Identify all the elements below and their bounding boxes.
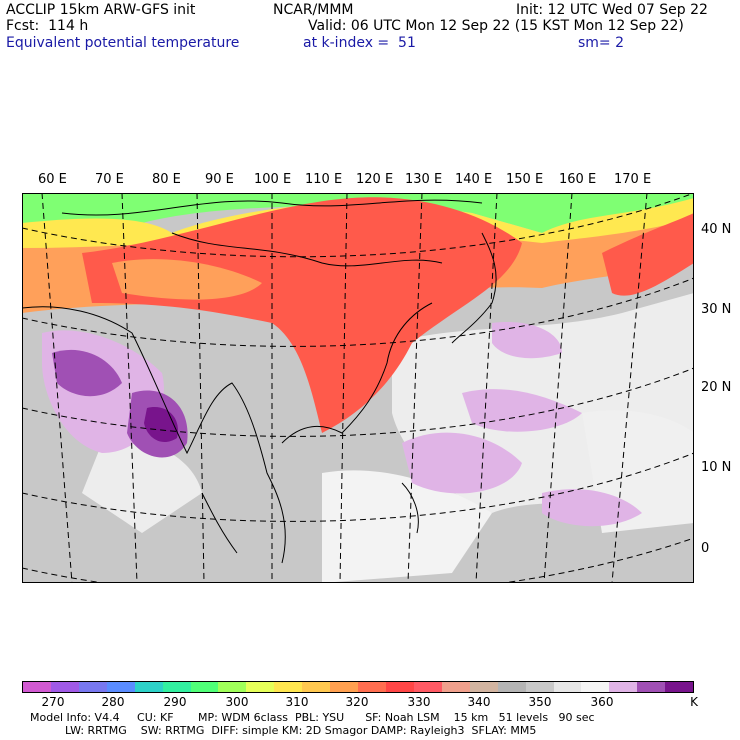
- warm-core: [82, 197, 522, 433]
- colorbar-swatch: [106, 682, 135, 692]
- lat-label: 0: [701, 541, 710, 556]
- colorbar-swatch: [358, 682, 386, 692]
- colorbar-swatch: [330, 682, 359, 692]
- colorbar-tick-label: 360: [590, 695, 614, 709]
- colorbar-swatch: [134, 682, 163, 692]
- lon-label: 110 E: [305, 172, 343, 187]
- green-band: [22, 193, 694, 238]
- colorbar-swatch: [218, 682, 247, 692]
- lon-label: 100 E: [254, 172, 292, 187]
- colorbar-swatch: [497, 682, 526, 692]
- lon-label: 60 E: [38, 172, 67, 187]
- model-title: ACCLIP 15km ARW-GFS init: [6, 2, 196, 18]
- lon-label: 120 E: [356, 172, 394, 187]
- ocean-low-theta: [82, 440, 202, 533]
- lon-label: 170 E: [614, 172, 652, 187]
- colorbar-tick-label: 320: [345, 695, 369, 709]
- lon-label: 90 E: [205, 172, 234, 187]
- lilac-patch: [492, 322, 562, 359]
- lon-label: 70 E: [95, 172, 124, 187]
- colorbar-swatch: [525, 682, 554, 692]
- colorbar-swatch: [665, 682, 694, 692]
- valid-time: Valid: 06 UTC Mon 12 Sep 22 (15 KST Mon …: [308, 18, 684, 34]
- colorbar-swatch: [162, 682, 191, 692]
- colorbar-swatch: [609, 682, 638, 692]
- lilac-patch: [402, 432, 522, 494]
- colorbar-swatch: [581, 682, 610, 692]
- coastlines: [22, 199, 497, 564]
- colorbar-swatch: [190, 682, 219, 692]
- colorbar-tick-label: 290: [163, 695, 187, 709]
- warm-core: [602, 213, 694, 296]
- level-index: at k-index = 51: [303, 35, 416, 51]
- lon-label: 80 E: [152, 172, 181, 187]
- colorbar-swatch: [441, 682, 470, 692]
- lilac-patch: [542, 489, 642, 527]
- smoothing: sm= 2: [578, 35, 625, 51]
- orange-band: [112, 259, 262, 300]
- colorbar-swatch: [50, 682, 79, 692]
- lon-label: 130 E: [405, 172, 443, 187]
- lat-label: 30 N: [701, 302, 732, 317]
- colorbar-swatch: [553, 682, 582, 692]
- colorbar-swatch: [23, 682, 51, 692]
- colorbar-swatch: [302, 682, 331, 692]
- model-info-line-2: LW: RRTMG SW: RRTMG DIFF: simple KM: 2D …: [30, 724, 537, 737]
- field-name: Equivalent potential temperature: [6, 35, 240, 51]
- ocean-low-theta: [322, 470, 492, 583]
- colorbar-swatch: [246, 682, 275, 692]
- colorbar-tick-label: 270: [41, 695, 65, 709]
- init-time: Init: 12 UTC Wed 07 Sep 22: [516, 2, 708, 18]
- colorbar-tick-label: 310: [285, 695, 309, 709]
- colorbar-swatch: [637, 682, 666, 692]
- colorbar: [22, 681, 694, 693]
- model-info-line-1: Model Info: V4.4 CU: KF MP: WDM 6class P…: [30, 711, 595, 724]
- colorbar-unit: K: [690, 695, 698, 709]
- colorbar-swatch: [413, 682, 442, 692]
- center-name: NCAR/MMM: [273, 2, 354, 18]
- colorbar-tick-label: 340: [467, 695, 491, 709]
- colorbar-tick-label: 350: [528, 695, 552, 709]
- colorbar-swatch: [274, 682, 303, 692]
- lon-label: 160 E: [559, 172, 597, 187]
- lat-label: 40 N: [701, 222, 732, 237]
- colorbar-swatch: [78, 682, 107, 692]
- lon-label: 150 E: [506, 172, 544, 187]
- theta-e-map: [22, 193, 694, 583]
- colorbar-tick-label: 300: [225, 695, 249, 709]
- lat-label: 20 N: [701, 380, 732, 395]
- colorbar-tick-label: 330: [407, 695, 431, 709]
- colorbar-swatch: [385, 682, 414, 692]
- colorbar-swatch: [469, 682, 498, 692]
- colorbar-tick-label: 280: [101, 695, 125, 709]
- lat-label: 10 N: [701, 460, 732, 475]
- purple-patch: [52, 349, 122, 397]
- graticule: [22, 193, 694, 583]
- forecast-hour: Fcst: 114 h: [6, 18, 89, 34]
- lon-label: 140 E: [455, 172, 493, 187]
